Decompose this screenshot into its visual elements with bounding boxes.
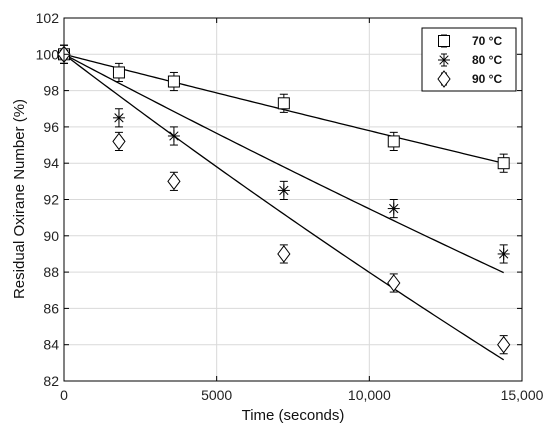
square-marker-shape — [112, 66, 125, 79]
diamond-marker-shape — [167, 172, 181, 191]
square-marker-shape — [277, 97, 290, 110]
asterisk-marker — [167, 129, 180, 142]
y-tick-label: 88 — [43, 264, 59, 280]
y-tick-label: 98 — [43, 83, 59, 99]
x-tick-label: 0 — [60, 387, 68, 403]
diamond-marker — [112, 132, 126, 151]
legend-square-marker — [438, 35, 450, 47]
asterisk-stroke — [499, 249, 509, 259]
asterisk-stroke — [169, 131, 179, 141]
fit-curve — [63, 53, 505, 361]
asterisk-marker — [277, 184, 290, 197]
diamond-marker-shape — [387, 274, 401, 292]
y-tick-label: 90 — [43, 228, 59, 244]
y-tick-label: 96 — [43, 119, 59, 135]
diamond-marker-shape — [497, 335, 511, 354]
square-marker — [112, 66, 125, 79]
square-marker-shape — [497, 157, 510, 170]
square-marker — [167, 75, 180, 88]
asterisk-stroke — [279, 185, 289, 196]
legend-label: 70 °C — [472, 34, 502, 48]
diamond-marker-shape — [437, 70, 451, 88]
square-marker — [277, 97, 290, 110]
square-marker — [387, 135, 400, 148]
legend-box — [421, 27, 517, 92]
diamond-marker — [387, 274, 401, 292]
asterisk-stroke — [389, 203, 399, 214]
legend-label: 80 °C — [472, 53, 502, 67]
x-axis-title: Time (seconds) — [242, 407, 345, 424]
square-marker-shape — [438, 35, 450, 47]
square-marker-shape — [387, 135, 400, 148]
diamond-marker-shape — [277, 245, 291, 263]
ticks: 0 5000 10,000 15,000 82 84 86 88 90 92 94 96 98 100 10… — [36, 10, 544, 403]
y-tick-label: 102 — [36, 10, 60, 26]
y-tick-label: 100 — [36, 46, 60, 62]
y-tick-label: 92 — [43, 192, 59, 208]
legend: 70 °C 80 °C 90 °C — [421, 27, 517, 92]
y-axis-title: Residual Oxirane Number (%) — [11, 99, 28, 299]
x-tick-label: 10,000 — [348, 387, 391, 403]
legend-label: 90 °C — [472, 72, 502, 86]
legend-diamond-marker — [437, 70, 451, 88]
diamond-marker — [167, 172, 181, 191]
asterisk-stroke — [114, 113, 124, 123]
diamond-marker — [497, 335, 511, 354]
legend-asterisk-marker — [438, 54, 450, 66]
y-tick-label: 86 — [43, 300, 59, 316]
y-tick-label: 82 — [43, 373, 59, 389]
diamond-marker-shape — [112, 132, 126, 151]
square-marker — [497, 157, 510, 170]
asterisk-marker — [387, 202, 400, 215]
square-marker-shape — [167, 75, 180, 88]
plot-frame — [63, 17, 523, 382]
asterisk-stroke — [439, 55, 449, 65]
asterisk-marker — [112, 111, 125, 124]
y-tick-label: 84 — [43, 337, 59, 353]
fit-curve — [63, 53, 504, 274]
x-tick-label: 5000 — [201, 387, 232, 403]
asterisk-marker — [497, 247, 510, 260]
y-tick-label: 94 — [43, 155, 59, 171]
diamond-marker — [277, 245, 291, 263]
x-tick-label: 15,000 — [501, 387, 544, 403]
